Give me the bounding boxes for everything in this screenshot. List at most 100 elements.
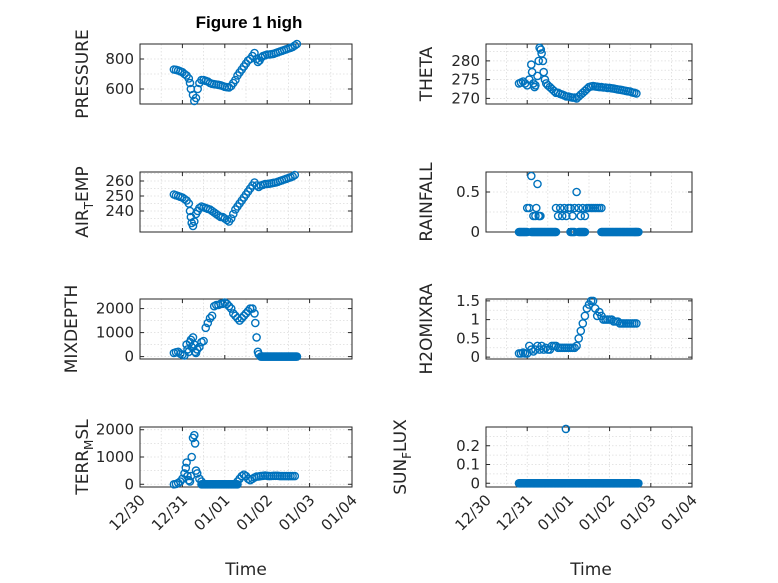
y-tick-label: 0.1 [456,456,480,474]
data-point [226,214,236,223]
y-tick-label: 0 [470,223,480,241]
y-tick-label: 2000 [96,300,134,318]
data-point [185,78,195,88]
data-point [534,56,544,66]
data-point [235,316,244,325]
data-point [576,326,586,336]
data-point [290,170,300,180]
data-point [551,203,561,213]
y-tick-label: 600 [105,80,134,98]
data-point [187,452,196,462]
data-point [533,179,542,189]
y-tick-label: 0.5 [456,329,480,347]
data-point [193,84,202,94]
data-point [536,45,546,54]
x-axis-label-right: Time [569,560,612,580]
axes-box [485,43,693,105]
y-tick-label: 240 [105,202,134,220]
data-point [539,345,549,354]
data-point [195,342,204,352]
data-point [182,458,191,467]
y-tick-label: 1 [470,311,480,329]
y-axis-label: MIXDEPTH [62,285,82,374]
data-point [181,463,191,473]
axes-box [139,298,353,360]
y-tick-label: 0.5 [456,183,480,201]
data-point [185,477,195,486]
data-point [557,211,567,221]
axes-box [139,43,353,105]
y-tick-label: 1.5 [456,292,480,310]
data-point [634,227,643,237]
data-point [578,319,588,328]
data-point [207,311,217,321]
y-tick-label: 800 [105,50,134,68]
data-point [561,424,571,434]
data-point [562,211,571,221]
data-point [290,41,300,50]
data-point [184,475,194,485]
y-tick-label: 0 [124,348,134,366]
y-axis-label: H2OMIXRA [417,283,437,374]
y-tick-label: 280 [451,52,480,70]
data-point [241,309,251,318]
figure-title: Figure 1 high [196,13,303,32]
data-point [535,43,544,53]
data-point [568,211,577,221]
data-point [632,89,641,98]
data-point [224,301,234,311]
data-point [190,439,200,448]
data-point [237,313,247,323]
panel-pressure: 600 800 PRESSURE [73,29,353,119]
data-point [588,296,598,306]
data-point [527,345,536,354]
data-point [538,56,548,66]
data-point [192,345,202,354]
y-tick-label: 0 [470,474,480,492]
axes-box [485,298,693,360]
y-tick-label: 250 [105,187,134,205]
data-point [199,336,208,346]
y-tick-label: 2000 [96,421,134,439]
data-point [191,93,201,103]
data-point [192,469,202,478]
y-axis-label: SUNFLUX [391,419,414,495]
data-point [536,211,545,221]
axes-box [139,171,353,233]
data-point [553,211,563,221]
data-point [580,311,590,321]
data-point [288,172,297,181]
data-point [252,181,261,190]
y-tick-label: 0 [470,348,480,366]
data-point [201,323,210,333]
data-point [180,194,189,204]
data-point [184,74,194,83]
data-point [527,171,536,181]
data-point [250,318,260,328]
data-point [570,343,579,353]
data-point [228,309,238,318]
data-point [560,203,569,213]
data-point [529,79,538,88]
panel-rainfall: 0 0.5 RAINFALL [417,162,693,242]
y-axis-label: TERRMSL [73,419,96,496]
data-point [578,203,588,213]
y-tick-label: 1000 [96,324,134,342]
data-point [566,203,575,213]
data-point [250,309,259,318]
y-tick-label: 0.2 [456,437,480,455]
data-point [224,83,234,92]
data-point [551,227,561,237]
data-point [243,56,253,65]
data-point [570,203,579,213]
data-point [222,215,232,225]
data-point [555,203,565,213]
data-point [532,203,541,213]
data-point [632,319,641,328]
y-tick-label: 0 [124,475,134,493]
data-point [190,347,200,357]
data-point [203,318,213,328]
data-point [292,39,302,49]
